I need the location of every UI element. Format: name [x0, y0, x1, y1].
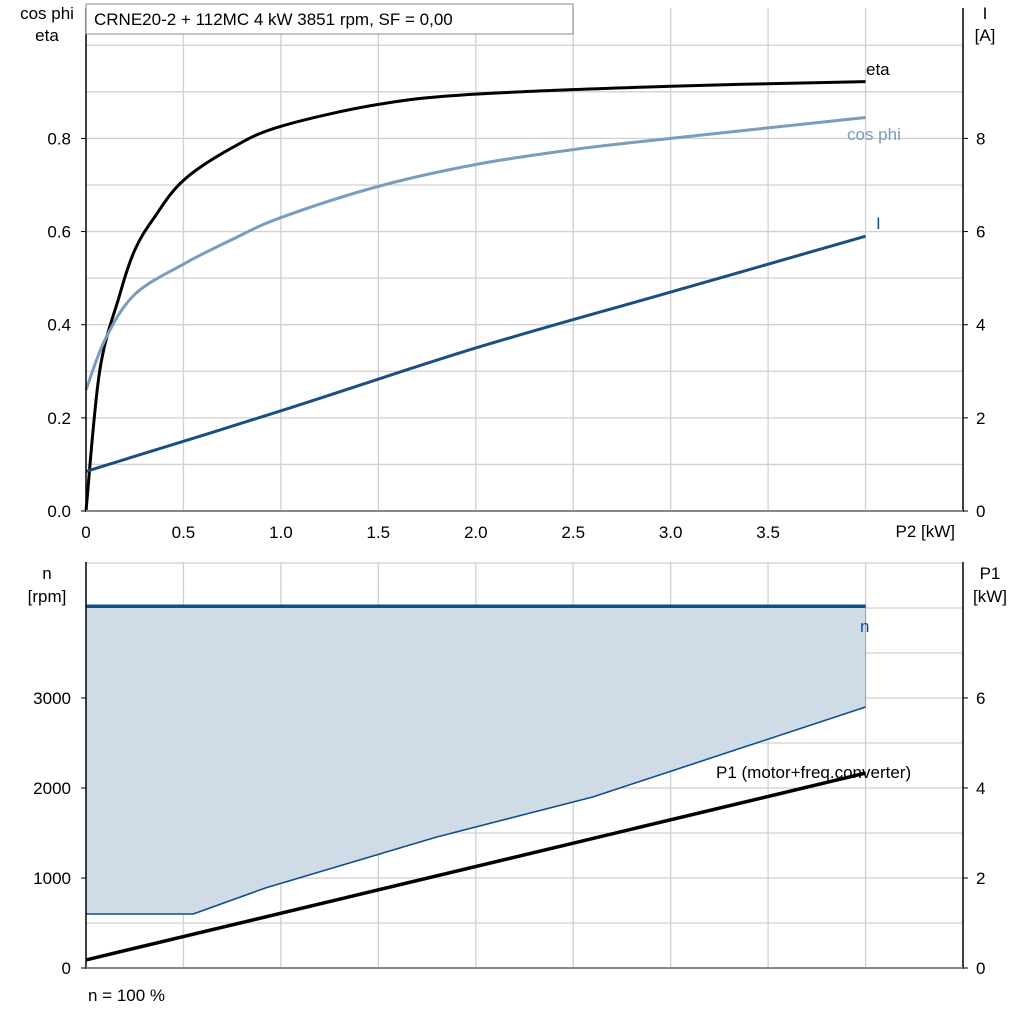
y-right-tick-label: 6 — [976, 223, 985, 242]
series-lines — [84, 80, 867, 962]
y-left-label-cosphi: cos phi — [20, 4, 74, 23]
y-right-tick-label: 0 — [976, 502, 985, 521]
y-left-tick-label: 0.8 — [47, 129, 71, 148]
label-p1: P1 (motor+freq.converter) — [716, 763, 911, 782]
x-tick-label: 1.0 — [269, 523, 293, 542]
speed-footnote: n = 100 % — [88, 986, 165, 1005]
n-axis-label: n — [42, 564, 51, 583]
title-box — [85, 3, 574, 35]
y-right-tick-label: 2 — [976, 409, 985, 428]
p1-axis-unit: [kW] — [973, 587, 1007, 606]
y-right-tick-label: 4 — [976, 779, 985, 798]
x-tick-label: 0 — [81, 523, 90, 542]
x-tick-label: 3.0 — [659, 523, 683, 542]
x-tick-label: 1.5 — [367, 523, 391, 542]
y-right-label-unit: [A] — [975, 26, 996, 45]
series-line-cosphi — [84, 115, 866, 391]
series-line-p1 — [85, 771, 867, 962]
y-left-tick-label: 2000 — [33, 779, 71, 798]
x-tick-label: 3.5 — [756, 523, 780, 542]
axes: 0.0 0.2 0.4 0.6 0.8 0 2 4 6 8 0 0.5 1.0 1.5 2.0 2.5 3.0 3… — [33, 8, 985, 978]
n-axis-unit: [rpm] — [28, 587, 67, 606]
y-right-tick-label: 0 — [976, 959, 985, 978]
y-left-tick-label: 0.0 — [47, 502, 71, 521]
y-right-tick-label: 6 — [976, 689, 985, 708]
x-tick-label: 2.0 — [464, 523, 488, 542]
x-tick-label: 0.5 — [172, 523, 196, 542]
label-cosphi: cos phi — [847, 125, 901, 144]
x-axis-label: P2 [kW] — [895, 522, 955, 541]
series-line-eta — [84, 80, 866, 512]
y-left-tick-label: 1000 — [33, 869, 71, 888]
label-eta: eta — [866, 60, 890, 79]
p1-axis-label: P1 — [980, 564, 1001, 583]
series-line-i — [85, 234, 866, 473]
y-right-tick-label: 4 — [976, 316, 985, 335]
y-left-tick-label: 0.4 — [47, 316, 71, 335]
y-left-tick-label: 3000 — [33, 689, 71, 708]
y-left-tick-label: 0.6 — [47, 223, 71, 242]
y-left-tick-label: 0 — [62, 959, 71, 978]
y-right-label-i: I — [983, 4, 988, 23]
y-right-tick-label: 2 — [976, 869, 985, 888]
series-line-n_min — [86, 706, 866, 915]
y-left-label-eta: eta — [35, 26, 59, 45]
label-current: I — [876, 214, 881, 233]
y-left-tick-label: 0.2 — [47, 409, 71, 428]
label-n: n — [860, 617, 869, 636]
x-tick-label: 2.5 — [561, 523, 585, 542]
y-right-tick-label: 8 — [976, 129, 985, 148]
chart-title: CRNE20-2 + 112MC 4 kW 3851 rpm, SF = 0,0… — [94, 10, 453, 29]
